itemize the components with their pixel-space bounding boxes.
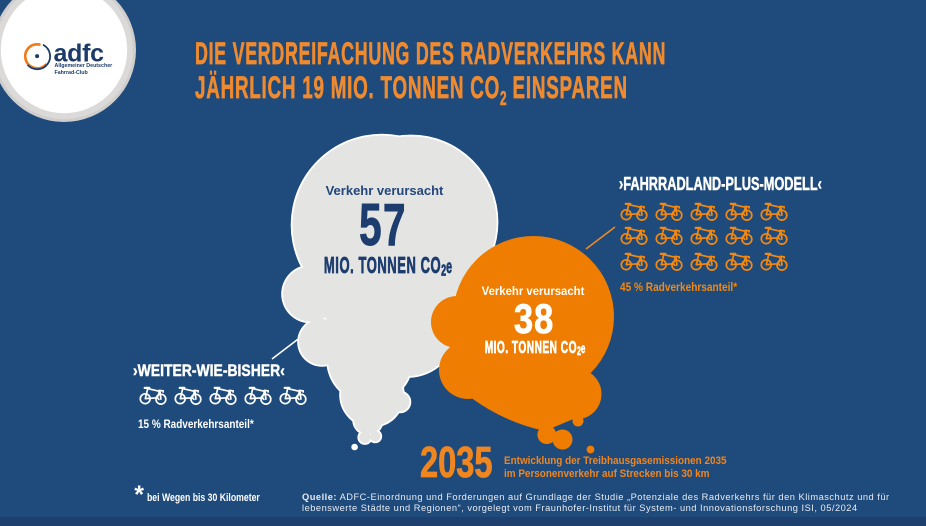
svg-text:Fahrrad-Club: Fahrrad-Club <box>55 70 89 76</box>
svg-text:adfc: adfc <box>54 40 105 68</box>
svg-text:Allgemeiner Deutscher: Allgemeiner Deutscher <box>55 63 113 69</box>
